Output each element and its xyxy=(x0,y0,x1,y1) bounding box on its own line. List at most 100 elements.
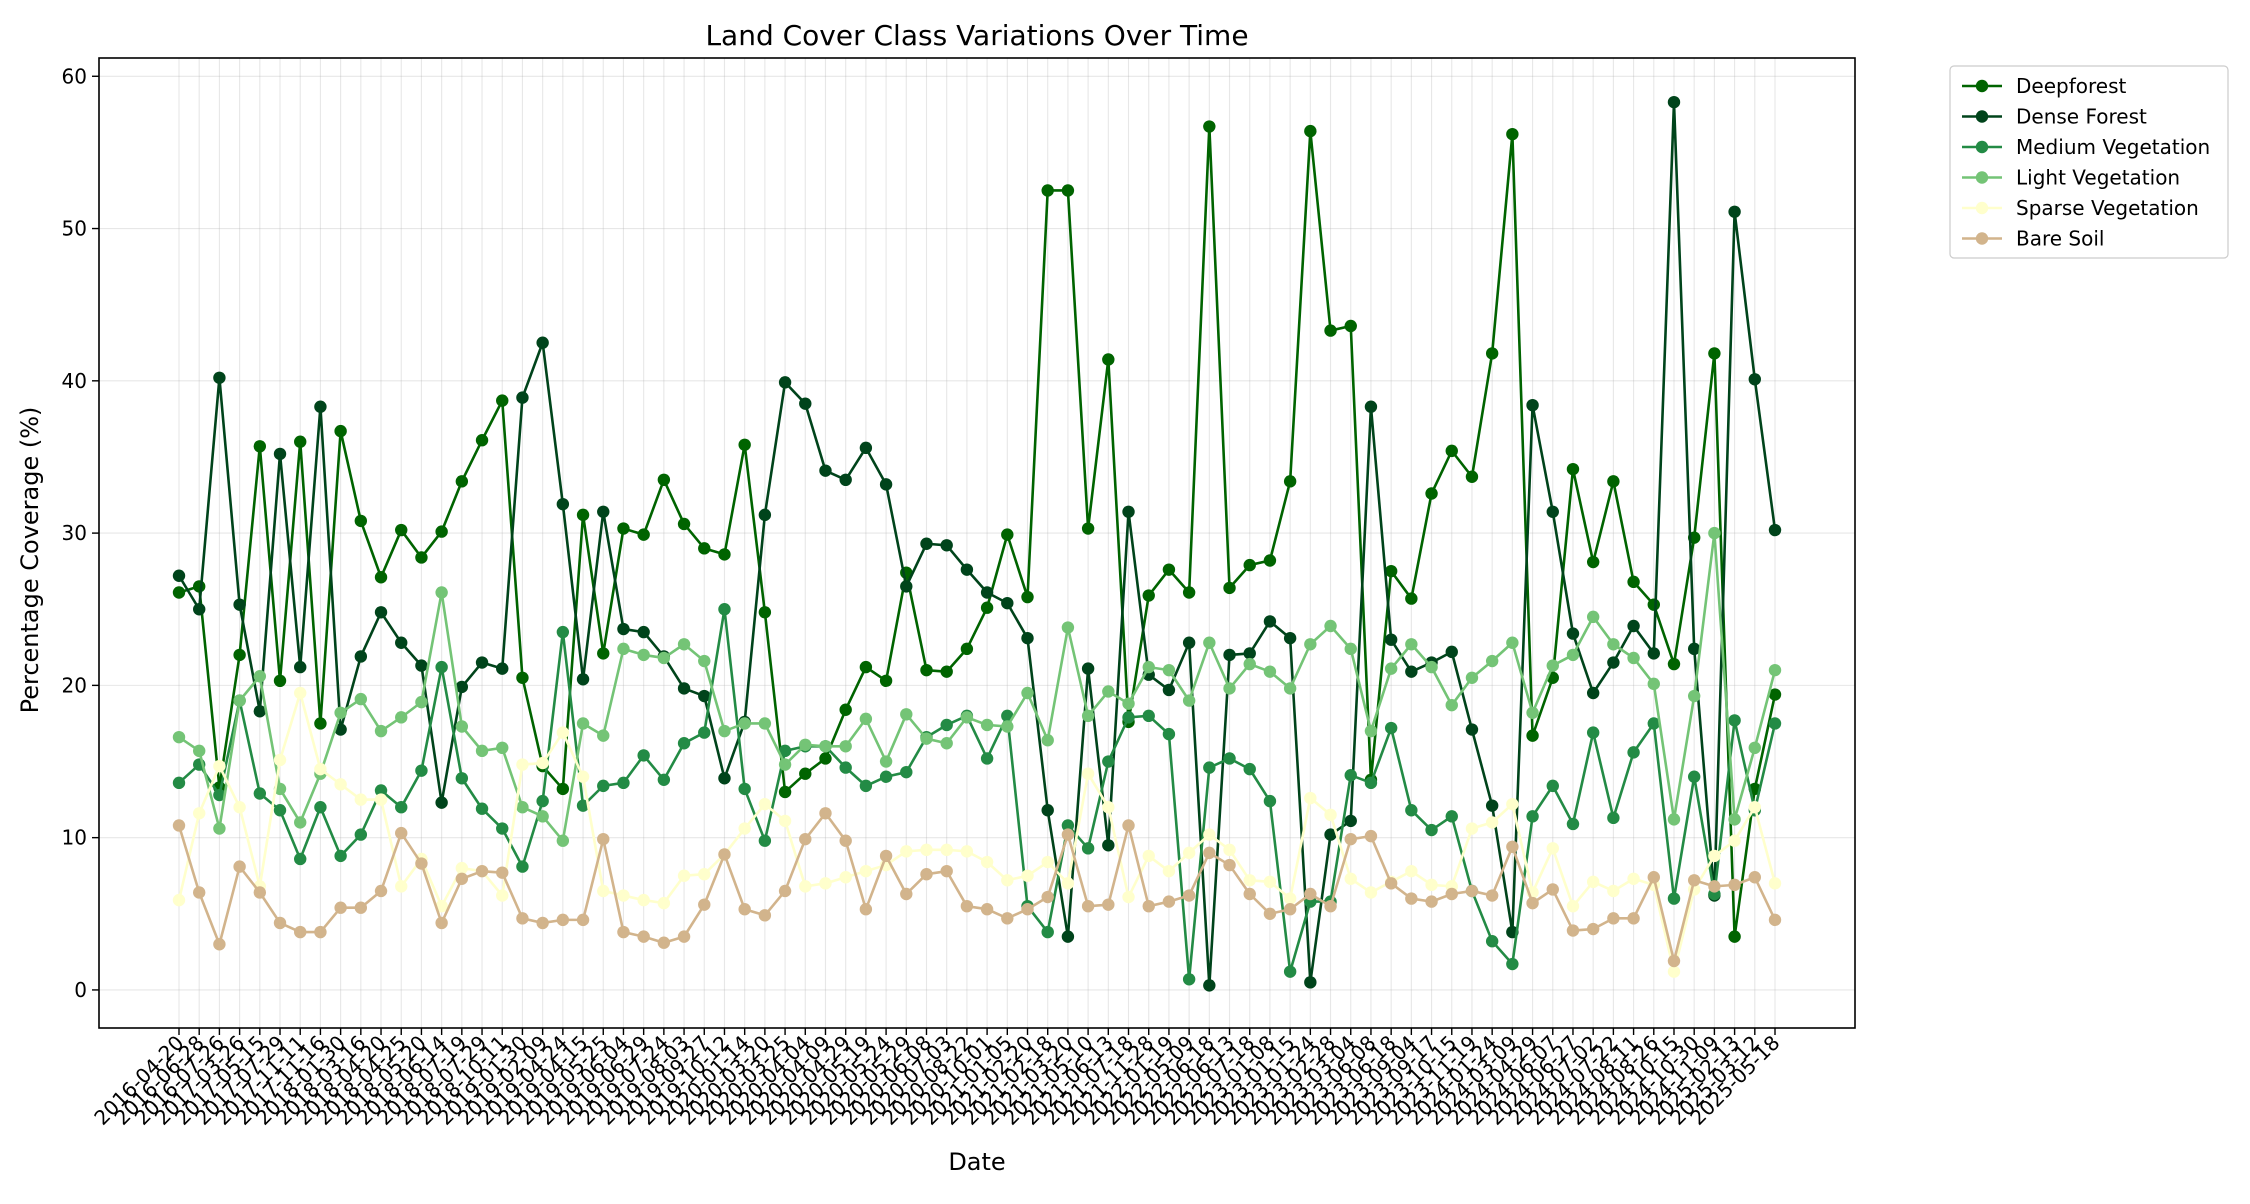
data-point xyxy=(415,764,428,777)
data-point xyxy=(1283,965,1297,978)
data-point xyxy=(1566,817,1580,831)
data-point xyxy=(758,606,772,619)
data-point xyxy=(233,648,246,662)
data-point xyxy=(1566,899,1580,913)
data-point xyxy=(778,884,792,898)
data-point xyxy=(1304,791,1317,805)
data-point xyxy=(920,732,933,745)
data-point xyxy=(1728,205,1741,218)
data-point xyxy=(172,569,186,582)
data-point xyxy=(1324,899,1337,913)
data-point xyxy=(1586,555,1600,569)
data-point xyxy=(677,737,691,750)
data-point xyxy=(1768,688,1782,701)
data-point xyxy=(395,636,408,649)
data-point xyxy=(576,913,590,927)
data-point xyxy=(334,778,347,791)
data-point xyxy=(900,765,913,779)
data-point xyxy=(1485,816,1499,829)
data-point xyxy=(637,648,650,662)
data-point xyxy=(597,505,610,518)
data-point xyxy=(1344,319,1357,333)
data-point xyxy=(273,753,287,767)
data-point xyxy=(395,523,408,537)
data-point xyxy=(1506,636,1519,649)
data-point xyxy=(617,622,630,636)
data-point xyxy=(1102,755,1115,768)
data-point xyxy=(1203,120,1216,133)
data-point xyxy=(1081,709,1095,723)
data-point xyxy=(1768,663,1782,677)
data-point xyxy=(213,371,226,384)
data-point xyxy=(1546,779,1559,793)
series-sparse-vegetation xyxy=(172,686,1782,978)
data-point xyxy=(879,674,893,688)
data-point xyxy=(455,872,469,885)
data-point xyxy=(819,740,832,753)
legend: Deepforest Dense Forest Medium Vegetation L… xyxy=(1949,65,2229,259)
data-point xyxy=(1546,505,1559,518)
data-point xyxy=(1263,554,1277,567)
legend-label: Sparse Vegetation xyxy=(2016,196,2199,220)
data-point xyxy=(213,938,226,951)
data-point xyxy=(940,718,953,732)
data-point xyxy=(1304,638,1317,651)
data-point xyxy=(556,726,570,739)
data-point xyxy=(415,857,428,870)
data-point xyxy=(496,866,509,879)
legend-marker xyxy=(1975,110,1989,123)
data-point xyxy=(516,391,529,404)
data-point xyxy=(1041,925,1054,939)
data-point xyxy=(1506,957,1519,971)
data-point xyxy=(1607,475,1620,488)
data-point xyxy=(1728,714,1741,727)
data-point xyxy=(859,864,873,878)
data-point xyxy=(1445,444,1458,458)
data-point xyxy=(435,796,448,809)
data-point xyxy=(900,887,913,901)
data-point xyxy=(193,886,206,899)
data-point xyxy=(1405,665,1418,678)
data-point xyxy=(1566,648,1580,662)
data-point xyxy=(1445,887,1458,901)
data-point xyxy=(1465,470,1479,483)
y-tick-label: 30 xyxy=(62,521,87,545)
data-point xyxy=(1728,813,1741,826)
data-point xyxy=(374,793,388,806)
data-point xyxy=(374,884,388,898)
data-point xyxy=(273,916,287,930)
data-point xyxy=(698,868,711,881)
data-point xyxy=(1748,741,1761,755)
data-point xyxy=(374,606,388,619)
data-point xyxy=(1647,871,1660,884)
data-point xyxy=(1364,724,1378,738)
data-point xyxy=(657,651,671,665)
data-point xyxy=(1162,683,1176,697)
data-point xyxy=(980,752,994,765)
data-point xyxy=(799,397,812,410)
data-point xyxy=(455,861,469,875)
data-point xyxy=(1203,979,1216,992)
data-point xyxy=(839,703,852,716)
y-tick-label: 40 xyxy=(62,369,87,393)
data-point xyxy=(960,563,974,576)
data-point xyxy=(1566,627,1580,640)
data-point xyxy=(1768,717,1782,730)
data-point xyxy=(637,749,650,762)
data-point xyxy=(1001,528,1014,541)
data-point xyxy=(1405,592,1418,605)
series-light-vegetation xyxy=(172,526,1782,847)
data-point xyxy=(1283,892,1297,905)
data-point xyxy=(698,898,711,911)
data-point xyxy=(354,901,368,914)
data-point xyxy=(1667,657,1681,671)
data-point xyxy=(1223,843,1236,857)
data-point xyxy=(657,896,671,910)
data-point xyxy=(859,441,873,455)
data-point xyxy=(455,475,469,488)
data-point xyxy=(1627,575,1640,589)
data-point xyxy=(1344,832,1357,846)
data-point xyxy=(576,508,590,522)
y-axis-label: Percentage Coverage (%) xyxy=(16,407,44,714)
